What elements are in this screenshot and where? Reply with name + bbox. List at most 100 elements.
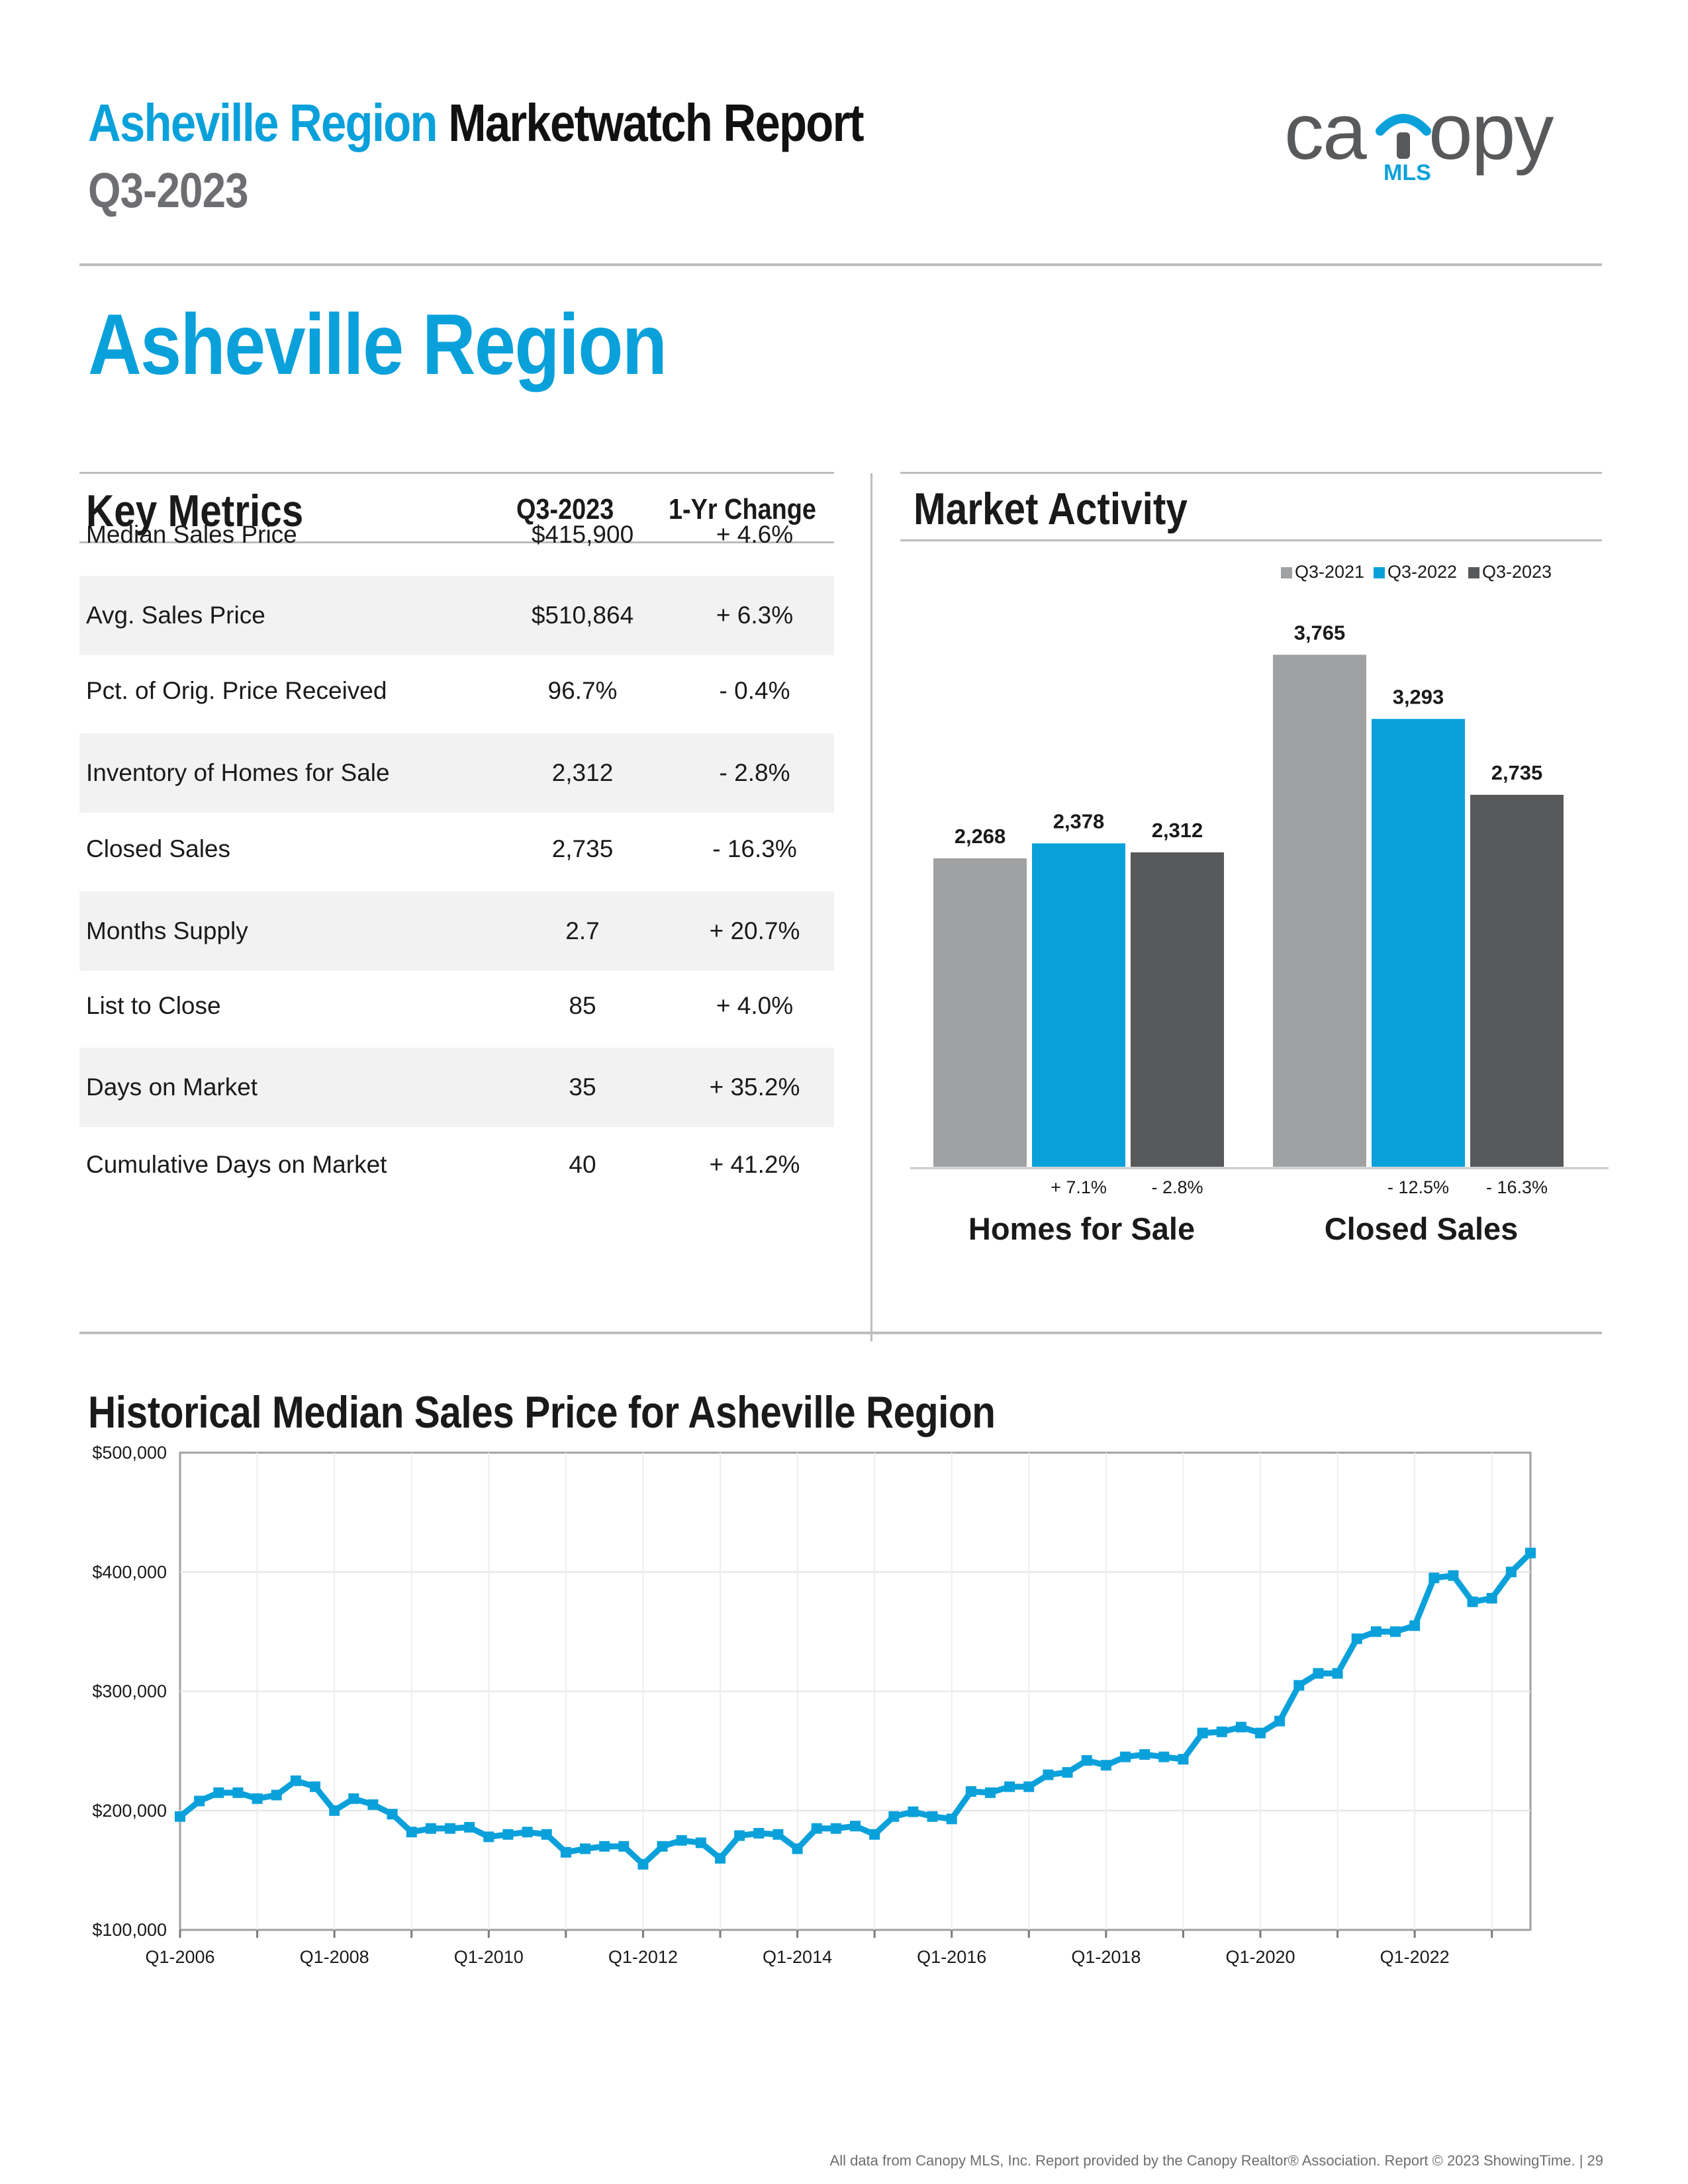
y-tick-label: $200,000: [92, 1801, 167, 1821]
legend-label: Q3-2022: [1387, 562, 1457, 582]
metric-label: Closed Sales: [86, 835, 231, 862]
report-title-region: Asheville Region: [88, 93, 438, 152]
data-point: [599, 1841, 610, 1852]
data-point: [1332, 1668, 1343, 1679]
metric-label: Cumulative Days on Market: [86, 1151, 387, 1178]
data-point: [676, 1835, 687, 1846]
metric-label: Median Sales Price: [86, 521, 297, 548]
data-point: [1197, 1727, 1208, 1739]
data-point: [502, 1829, 514, 1840]
metric-row: Avg. Sales Price $510,864 + 6.3%: [79, 576, 834, 655]
data-point: [1235, 1721, 1246, 1733]
data-point: [348, 1793, 359, 1804]
bar: [1470, 794, 1564, 1167]
data-point: [541, 1829, 552, 1840]
data-point: [965, 1786, 976, 1797]
data-point: [1158, 1751, 1170, 1762]
data-point: [850, 1821, 861, 1832]
data-point: [734, 1830, 745, 1841]
data-point: [637, 1858, 649, 1870]
data-point: [1293, 1680, 1305, 1691]
data-point: [1351, 1633, 1362, 1645]
data-point: [1409, 1620, 1421, 1631]
data-point: [522, 1827, 533, 1838]
data-point: [310, 1781, 320, 1792]
legend-label: Q3-2023: [1482, 562, 1552, 582]
logo-sub: MLS: [1383, 160, 1431, 185]
logo-text-right: opy: [1429, 93, 1554, 176]
metric-row: Median Sales Price $415,900 + 4.6%: [79, 495, 834, 574]
legend-label: Q3-2021: [1295, 562, 1364, 582]
data-point: [1139, 1749, 1150, 1760]
report-title-main: Marketwatch Report: [448, 93, 864, 152]
data-point: [425, 1823, 436, 1834]
metric-value: $510,864: [531, 602, 634, 629]
metric-row: Pct. of Orig. Price Received 96.7% - 0.4%: [79, 651, 834, 731]
data-point: [1313, 1668, 1324, 1679]
metric-label: Months Supply: [86, 917, 248, 944]
data-point: [1486, 1592, 1497, 1604]
metric-label: Pct. of Orig. Price Received: [86, 677, 387, 704]
metric-change: + 35.2%: [709, 1073, 800, 1101]
data-point: [1100, 1760, 1111, 1771]
metric-change: + 20.7%: [709, 917, 800, 944]
x-tick-label: Q1-2020: [1225, 1947, 1295, 1967]
metrics-header-rule: [79, 541, 834, 543]
data-point: [580, 1843, 590, 1854]
data-point: [1429, 1572, 1440, 1584]
bar: [1273, 655, 1366, 1167]
data-point: [1505, 1567, 1517, 1578]
y-tick-label: $100,000: [92, 1920, 167, 1940]
data-point: [464, 1821, 475, 1833]
logo-text-left: ca: [1284, 93, 1367, 176]
data-point: [946, 1813, 957, 1825]
data-point: [1120, 1751, 1131, 1762]
data-point: [888, 1811, 900, 1822]
bar-value-label: 2,312: [1152, 819, 1203, 842]
x-tick-label: Q1-2006: [145, 1947, 214, 1967]
data-point: [290, 1775, 301, 1786]
category-label: Homes for Sale: [968, 1211, 1195, 1246]
data-point: [1178, 1754, 1189, 1765]
data-point: [445, 1823, 455, 1834]
x-tick-label: Q1-2010: [454, 1947, 524, 1967]
data-point: [232, 1787, 244, 1798]
market-activity-legend: Q3-2021 Q3-2022 Q3-2023: [1281, 562, 1552, 582]
logo-roof-icon: [1376, 114, 1431, 136]
metric-row: Closed Sales 2,735 - 16.3%: [79, 809, 834, 889]
market-activity-top-rule: [900, 472, 1602, 474]
canopy-mls-logo: ca opy MLS: [1284, 93, 1555, 185]
col-change-header: 1-Yr Change: [669, 493, 816, 525]
section-divider: [870, 473, 872, 1342]
data-point: [1255, 1727, 1266, 1739]
data-point: [657, 1841, 668, 1852]
metric-change: + 4.6%: [716, 521, 794, 548]
data-point: [1081, 1755, 1092, 1766]
data-point: [387, 1809, 398, 1820]
x-tick-label: Q1-2014: [763, 1947, 832, 1967]
data-point: [753, 1827, 765, 1839]
metric-value: 35: [569, 1073, 596, 1101]
metric-label: Inventory of Homes for Sale: [86, 759, 390, 786]
data-point: [194, 1796, 205, 1807]
metric-change: + 6.3%: [716, 602, 794, 629]
metric-change: - 2.8%: [719, 759, 790, 786]
legend-swatch: [1281, 567, 1292, 578]
data-point: [1023, 1781, 1035, 1792]
data-point: [1370, 1626, 1382, 1637]
region-title: Asheville Region: [88, 296, 667, 392]
data-point: [1525, 1547, 1536, 1559]
change-label: - 16.3%: [1486, 1177, 1548, 1197]
bar-value-label: 3,765: [1294, 621, 1346, 644]
bar: [1032, 843, 1125, 1167]
x-tick-label: Q1-2016: [917, 1947, 986, 1967]
data-point: [329, 1805, 340, 1816]
metric-value: 85: [569, 992, 596, 1019]
change-label: - 12.5%: [1387, 1177, 1449, 1197]
bar-value-label: 2,378: [1053, 809, 1105, 833]
data-point: [271, 1790, 282, 1801]
metric-value: 2.7: [565, 917, 600, 944]
data-point: [1004, 1781, 1015, 1792]
historical-median-price-chart: $100,000 $200,000 $300,000 $400,000 $500,000…: [92, 1443, 1536, 1967]
data-point: [830, 1823, 841, 1834]
